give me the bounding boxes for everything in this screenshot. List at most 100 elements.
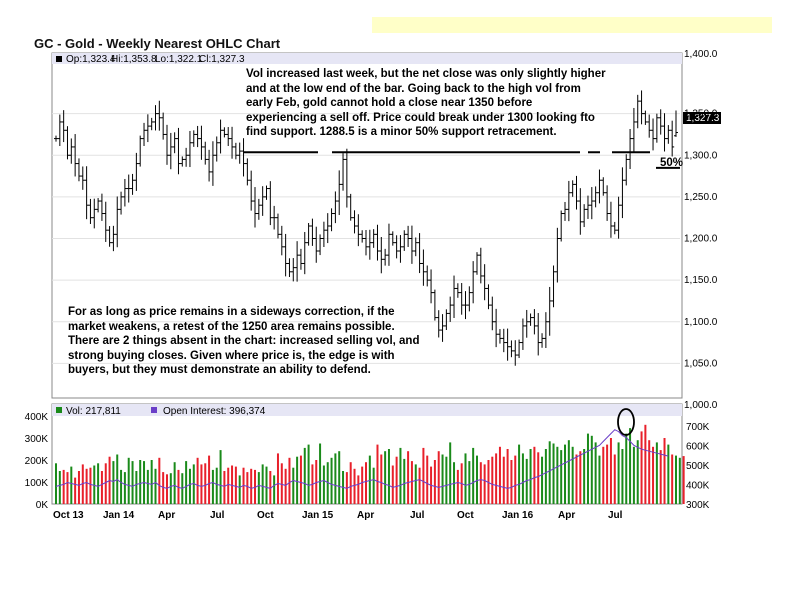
- volume-bar: [280, 463, 283, 504]
- ohlc-bar: [444, 309, 449, 331]
- ohlc-bar: [268, 181, 273, 226]
- volume-left-tick-label: 100K: [25, 478, 49, 489]
- ohlc-bar: [654, 113, 659, 143]
- ohlc-bar: [582, 204, 587, 228]
- ohlc-bar: [291, 258, 296, 282]
- vol-legend-swatch: [56, 407, 62, 413]
- volume-bar: [506, 449, 509, 504]
- volume-bars: [55, 424, 685, 504]
- volume-bar: [365, 462, 367, 504]
- x-tick-label: Jan 15: [302, 510, 334, 521]
- volume-bar: [560, 450, 563, 504]
- volume-bar: [533, 446, 536, 504]
- last-price-label: 1,327.3: [686, 113, 720, 124]
- ohlc-bar: [142, 122, 147, 146]
- ohlc-bar: [325, 213, 330, 244]
- volume-bar: [250, 468, 253, 504]
- ohlc-bar: [371, 229, 376, 248]
- x-tick-label: Jan 14: [103, 510, 135, 521]
- volume-left-tick-label: 200K: [25, 456, 49, 467]
- volume-bar: [586, 433, 589, 504]
- ohlc-bar: [608, 201, 613, 238]
- ohlc-bar: [233, 142, 238, 160]
- last-price-tag: [683, 112, 721, 124]
- ohlc-bar: [490, 296, 495, 331]
- price-tick-label: 1,400.0: [684, 49, 718, 60]
- volume-bar: [196, 457, 199, 504]
- ohlc-bar: [218, 119, 223, 154]
- volume-legend-strip: [52, 404, 682, 416]
- volume-bar: [288, 457, 291, 504]
- ohlc-bar: [344, 148, 349, 208]
- volume-bar: [85, 468, 88, 504]
- ohlc-bar: [107, 226, 112, 247]
- x-tick-label: Oct: [457, 510, 474, 521]
- ohlc-bar: [478, 247, 483, 284]
- ohlc-bar: [647, 114, 652, 138]
- volume-bar: [671, 454, 674, 504]
- ohlc-bar: [574, 175, 579, 210]
- ohlc-bar: [509, 340, 514, 358]
- volume-bar: [521, 453, 524, 504]
- ohlc-bar: [563, 201, 568, 221]
- ohlc-bar: [390, 231, 395, 246]
- volume-bar: [621, 449, 624, 504]
- ohlc-bar: [578, 188, 583, 235]
- volume-bar: [185, 461, 188, 504]
- ohlc-bar: [505, 328, 510, 361]
- ohlc-bar: [467, 286, 472, 312]
- ohlc-bar: [517, 339, 522, 359]
- volume-bar: [104, 463, 107, 504]
- ohlc-bar: [295, 241, 300, 282]
- ohlc-bar: [230, 126, 235, 159]
- x-tick-label: Oct: [257, 510, 274, 521]
- ohlc-bar: [279, 225, 284, 256]
- volume-circle-marker: [617, 408, 635, 436]
- volume-left-tick-label: 300K: [25, 434, 49, 445]
- ohlc-bar: [459, 283, 464, 315]
- ohlc-bar: [432, 289, 437, 321]
- volume-bar: [514, 455, 517, 504]
- volume-bar: [384, 451, 387, 504]
- volume-bar: [541, 456, 544, 504]
- ohlc-bar: [585, 195, 590, 219]
- volume-bar: [625, 433, 628, 504]
- volume-bar: [564, 444, 567, 504]
- ohlc-bar: [161, 112, 166, 140]
- volume-bar: [529, 449, 532, 504]
- ohlc-bar: [61, 110, 66, 143]
- ohlc-bar: [191, 130, 196, 147]
- legend-vol: Vol: 217,811: [66, 406, 121, 417]
- ohlc-bar: [73, 134, 78, 177]
- volume-bar: [154, 468, 157, 504]
- volume-bar: [606, 444, 609, 504]
- ohlc-bar: [540, 333, 545, 348]
- volume-bar: [208, 455, 211, 504]
- volume-bar: [338, 451, 341, 504]
- ohlc-bar: [207, 149, 212, 182]
- volume-bar: [602, 446, 605, 504]
- volume-bar: [495, 453, 498, 504]
- volume-bar: [219, 450, 222, 504]
- volume-bar: [77, 471, 80, 504]
- volume-bar: [399, 447, 402, 504]
- ohlc-bar: [398, 235, 403, 263]
- volume-bar: [426, 455, 429, 504]
- price-tick-label: 1,100.0: [684, 317, 718, 328]
- volume-bar: [62, 469, 65, 504]
- ohlc-bar: [670, 120, 675, 157]
- ohlc-bar: [429, 269, 434, 304]
- ohlc-bar: [482, 264, 487, 301]
- volume-bar: [169, 473, 172, 504]
- volume-bar: [387, 449, 390, 504]
- ohlc-bar: [528, 313, 533, 326]
- legend-hi: Hi:1,353.8: [111, 54, 157, 65]
- y-axis-ticks: 1,050.0 1,100.0 1,150.0 1,200.0 1,250.0 1,300…: [25, 49, 718, 511]
- legend-oi: Open Interest: 396,374: [163, 406, 266, 417]
- ohlc-bar: [241, 138, 246, 177]
- volume-bar: [165, 474, 168, 504]
- volume-bar: [449, 442, 452, 504]
- volume-bar: [475, 455, 478, 504]
- ohlc-bar: [96, 198, 101, 213]
- highlight-bar: [372, 17, 772, 33]
